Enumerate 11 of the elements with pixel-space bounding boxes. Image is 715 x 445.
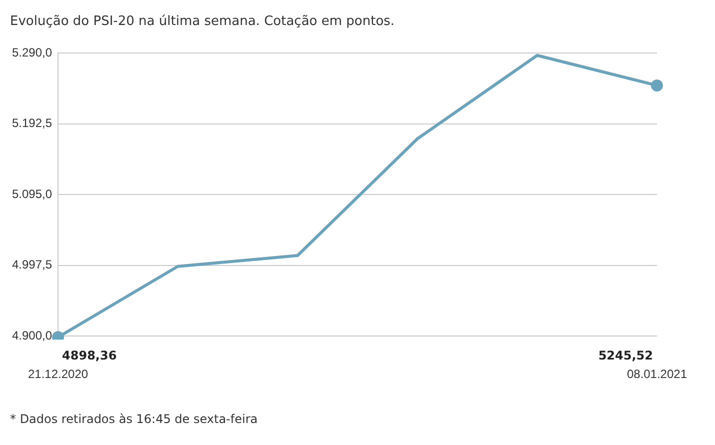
y-tick-label: 5.192,5 <box>12 116 52 130</box>
y-tick-label: 4.900,0 <box>12 328 52 342</box>
y-tick-label: 5.095,0 <box>12 186 52 201</box>
text: * Dados retirados às 16:45 de sexta-feira <box>9 411 259 428</box>
chart-title: Evolução do PSI-20 na última semana. Cotação em pontos. <box>9 13 396 31</box>
data-label: 4898,36 <box>62 348 117 363</box>
data-label: 5245,52 <box>598 348 653 363</box>
y-tick-label: 5.290,0 <box>12 46 52 60</box>
y-tick-label: 4.997,5 <box>12 258 52 272</box>
x-tick-label: 21.12.2020 <box>28 367 88 382</box>
x-tick-label: 08.01.2021 <box>626 367 688 382</box>
